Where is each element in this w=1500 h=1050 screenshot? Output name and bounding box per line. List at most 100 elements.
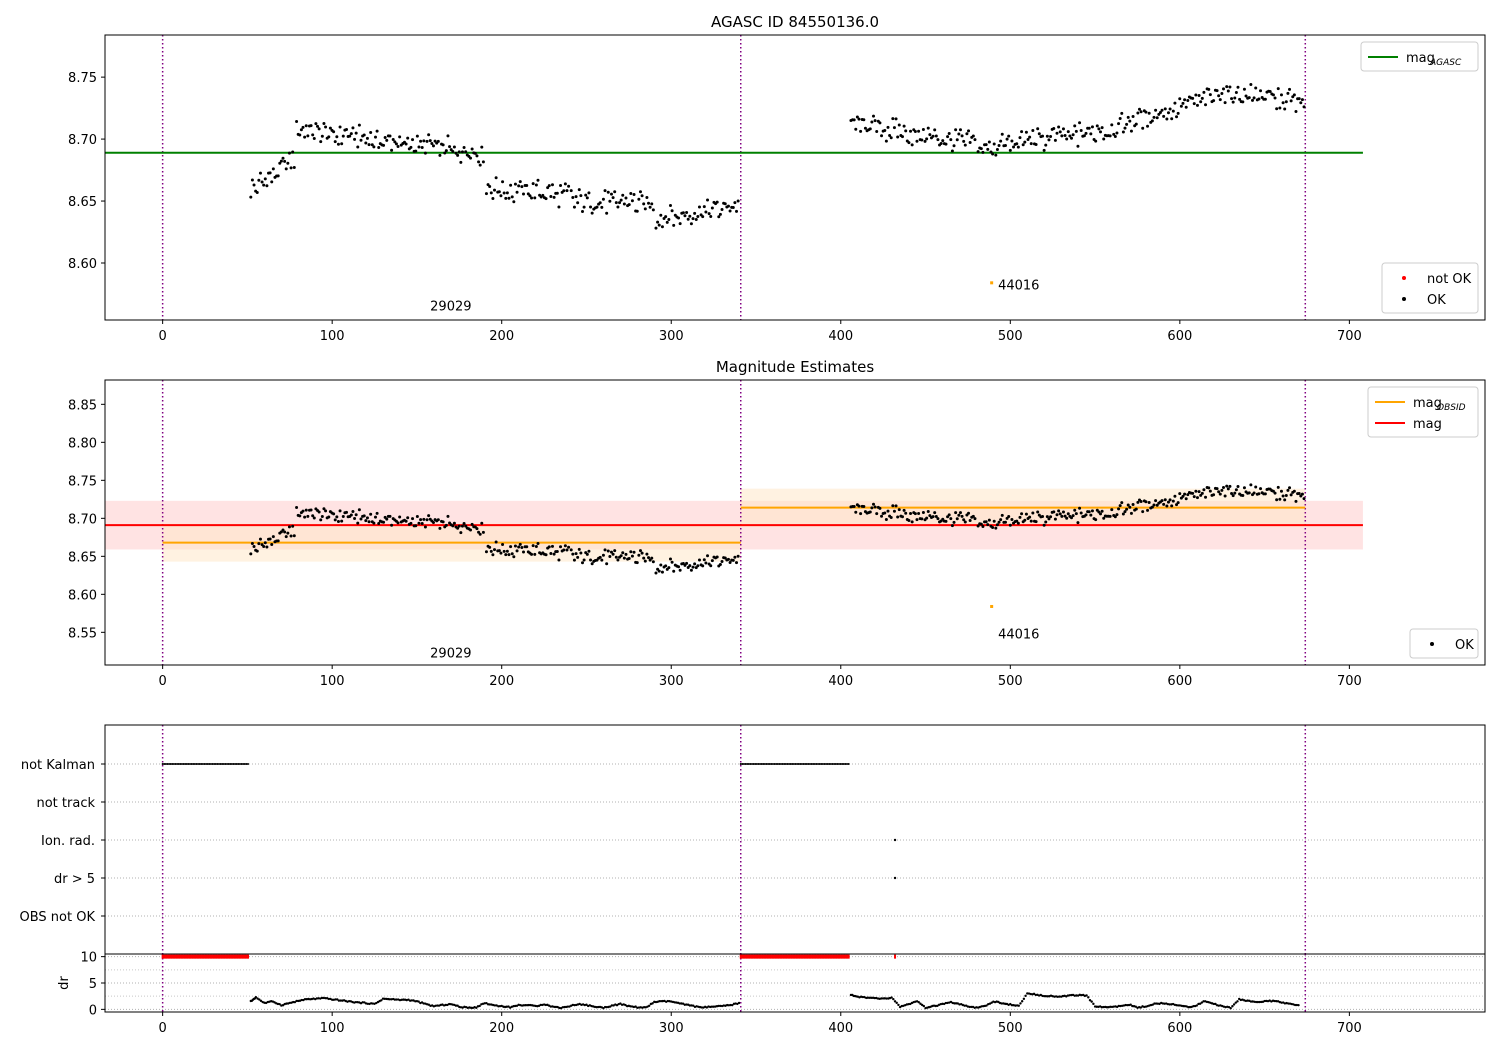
data-point	[696, 564, 700, 568]
data-point	[1049, 135, 1053, 139]
data-point	[281, 528, 285, 532]
data-point	[263, 541, 267, 545]
data-point	[1128, 505, 1132, 509]
x-tick-label: 0	[159, 329, 167, 344]
data-point	[1147, 111, 1151, 115]
data-point	[934, 134, 938, 138]
capped-dr-marker	[174, 954, 177, 959]
data-point	[546, 186, 550, 190]
dr-point	[666, 999, 670, 1003]
data-point	[1079, 511, 1083, 515]
flag-point	[180, 763, 183, 765]
data-point	[854, 127, 858, 131]
dr-point	[920, 1003, 924, 1007]
data-point	[541, 193, 545, 197]
data-point	[422, 517, 426, 521]
data-point	[1220, 91, 1224, 95]
data-point	[359, 138, 363, 142]
data-point	[991, 152, 995, 156]
data-point	[567, 545, 571, 549]
data-point	[643, 559, 647, 563]
flag-point	[751, 763, 754, 765]
data-point	[446, 514, 450, 518]
dr-point	[1168, 1003, 1171, 1006]
dr-point	[710, 1005, 714, 1008]
data-point	[521, 192, 525, 196]
data-point	[258, 537, 262, 541]
x-tick-label: 500	[998, 1021, 1023, 1036]
data-point	[460, 524, 464, 528]
data-point	[1179, 104, 1183, 108]
data-point	[1061, 510, 1065, 514]
data-point	[896, 135, 900, 139]
data-point	[968, 518, 972, 522]
dr-point	[1129, 1003, 1132, 1006]
data-point	[660, 225, 664, 229]
data-point	[933, 128, 937, 132]
data-point	[580, 561, 584, 565]
data-point	[534, 183, 538, 187]
data-point	[338, 509, 342, 513]
data-point	[382, 520, 386, 524]
data-point	[579, 551, 583, 555]
data-point	[678, 568, 682, 572]
data-point	[1087, 126, 1091, 130]
data-point	[627, 557, 631, 561]
data-point	[488, 545, 492, 549]
data-point	[697, 558, 701, 562]
capped-dr-marker	[771, 954, 774, 959]
data-point	[419, 139, 423, 143]
data-point	[659, 213, 663, 217]
capped-dr-marker	[826, 954, 829, 959]
data-point	[1181, 101, 1185, 105]
data-point	[1276, 485, 1280, 489]
data-point	[915, 518, 919, 522]
dr-point	[1153, 1002, 1156, 1005]
dr-point	[985, 1004, 988, 1007]
data-point	[295, 120, 299, 124]
dr-point	[1022, 997, 1026, 1001]
data-point	[1066, 512, 1070, 516]
capped-dr-marker	[757, 954, 760, 959]
data-point	[1273, 96, 1277, 100]
data-point	[955, 138, 959, 142]
data-point	[531, 544, 535, 548]
data-point	[900, 135, 904, 139]
data-point	[1168, 107, 1172, 111]
data-point	[1098, 512, 1102, 516]
dr-point	[1200, 1001, 1204, 1004]
data-point	[1070, 136, 1074, 140]
capped-dr-marker	[780, 954, 783, 959]
data-point	[510, 552, 514, 556]
data-point	[332, 130, 336, 134]
data-point	[1024, 130, 1028, 134]
legend-dot-swatch	[1402, 276, 1406, 280]
data-point	[1000, 132, 1004, 136]
dr-point	[737, 1001, 741, 1005]
data-point	[470, 522, 474, 526]
data-point	[489, 549, 493, 553]
dr-point	[1195, 1004, 1198, 1007]
data-point	[999, 139, 1003, 143]
data-point	[1052, 126, 1056, 130]
flag-point	[169, 763, 172, 765]
data-point	[512, 555, 516, 559]
data-point	[691, 565, 695, 569]
data-point	[1292, 489, 1296, 493]
data-point	[499, 194, 503, 198]
data-point	[720, 207, 724, 211]
data-point	[327, 515, 331, 519]
data-point	[1005, 137, 1009, 141]
capped-dr-marker	[846, 954, 849, 959]
data-point	[726, 557, 730, 561]
data-point	[614, 201, 618, 205]
capped-dr-marker	[786, 954, 789, 959]
x-tick-label: 200	[489, 329, 514, 344]
data-point	[311, 514, 315, 518]
data-point	[735, 561, 739, 565]
capped-dr-marker	[754, 954, 757, 959]
data-point	[709, 564, 713, 568]
data-point	[1131, 502, 1135, 506]
data-point	[375, 511, 379, 515]
capped-dr-marker	[747, 954, 750, 959]
